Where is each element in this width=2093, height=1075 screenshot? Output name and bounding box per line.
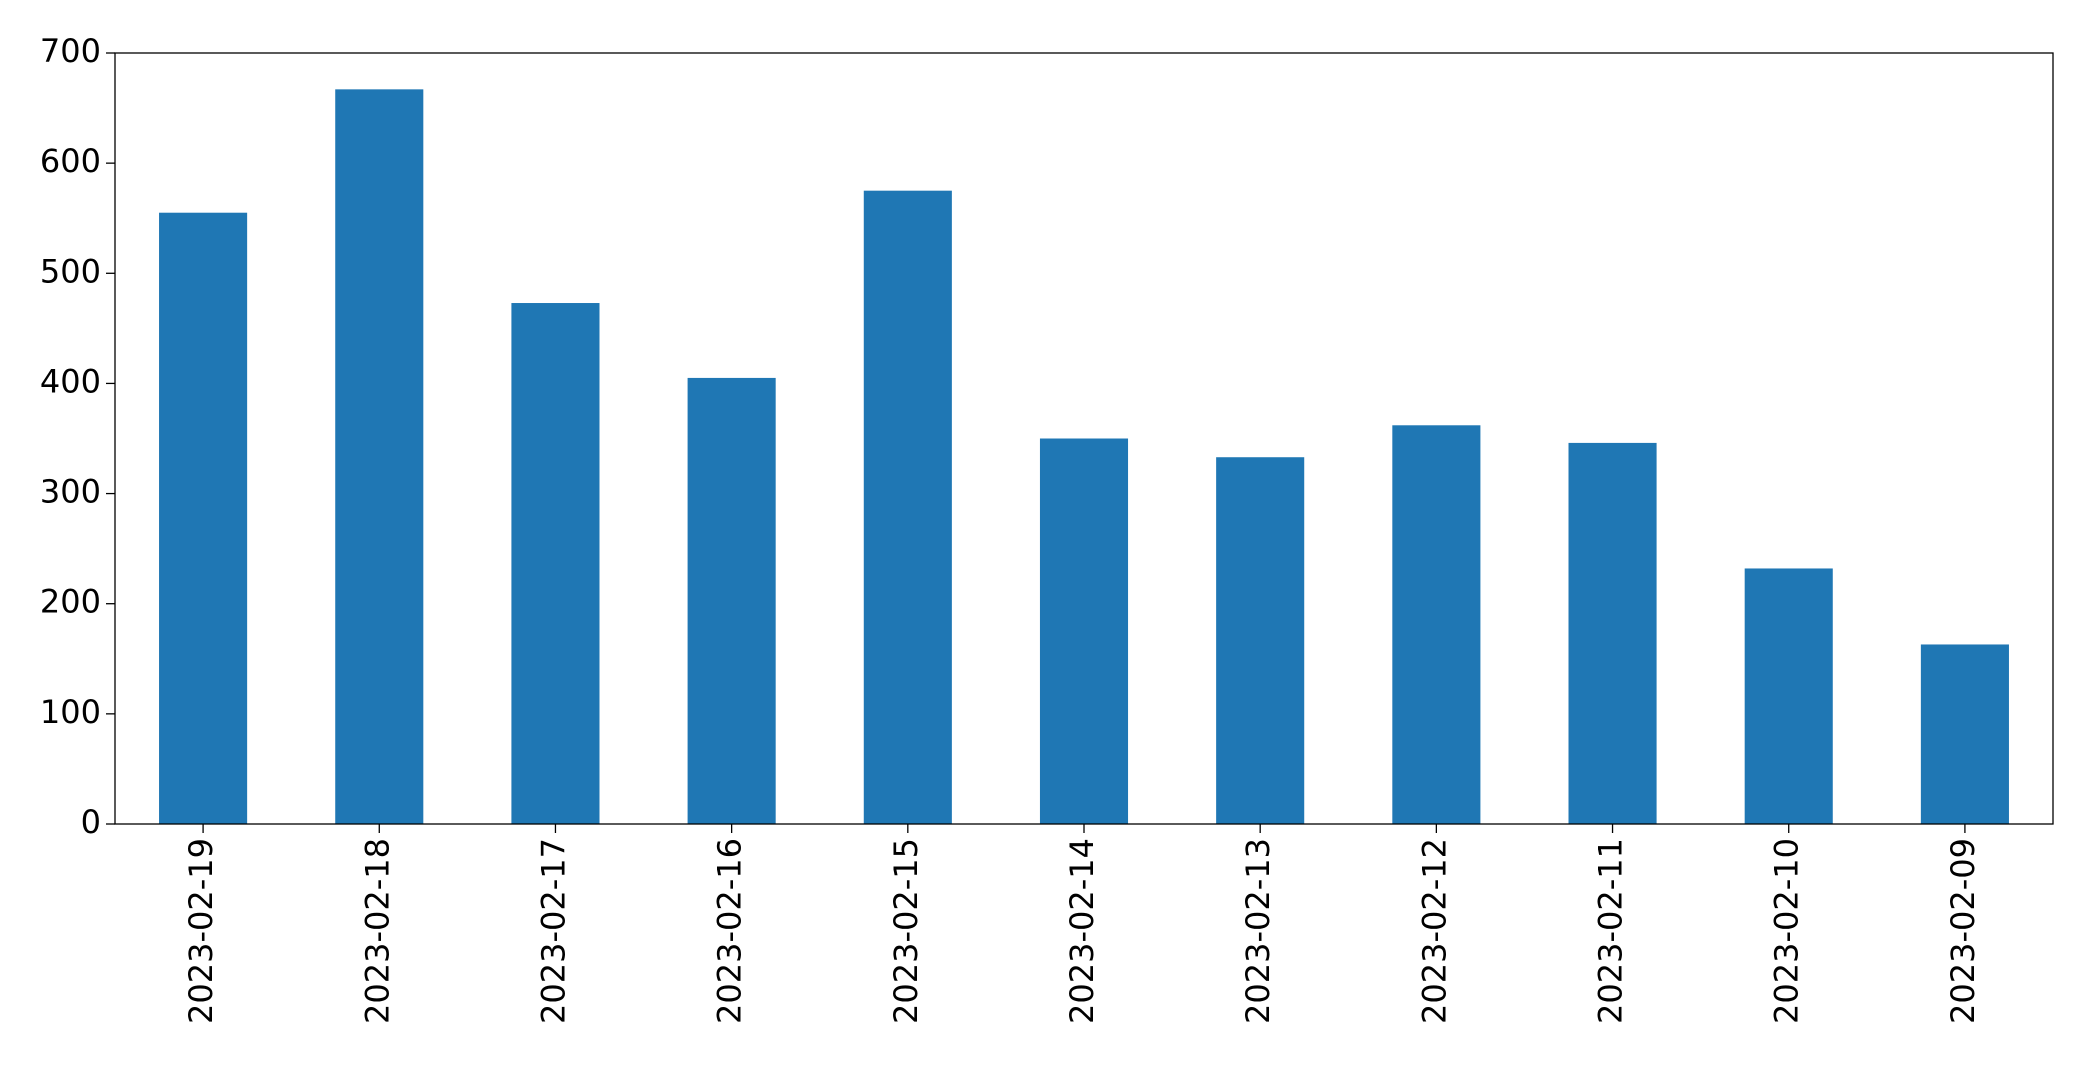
y-tick-label: 400 — [40, 362, 101, 400]
x-tick-label: 2023-02-15 — [887, 838, 925, 1024]
y-tick-label: 0 — [81, 803, 101, 841]
x-tick-label: 2023-02-17 — [534, 838, 572, 1024]
plot-frame — [114, 52, 2054, 825]
x-tick-label: 2023-02-16 — [711, 838, 749, 1024]
x-tick-label: 2023-02-09 — [1944, 838, 1982, 1024]
x-tick-label: 2023-02-11 — [1592, 838, 1630, 1024]
bar — [1920, 644, 2009, 824]
x-tick-label: 2023-02-12 — [1415, 838, 1453, 1024]
bar — [1744, 568, 1833, 824]
bar — [1568, 442, 1657, 824]
y-tick-label: 700 — [40, 32, 101, 70]
x-tick-label: 2023-02-13 — [1239, 838, 1277, 1024]
bar — [1216, 457, 1305, 824]
bar — [863, 190, 952, 824]
y-tick-label: 200 — [40, 583, 101, 621]
bar — [1392, 425, 1481, 824]
bar — [159, 212, 248, 824]
y-tick-label: 100 — [40, 693, 101, 731]
bar — [687, 377, 776, 824]
bar — [335, 89, 424, 824]
bar — [511, 303, 600, 824]
x-tick-label: 2023-02-10 — [1768, 838, 1806, 1024]
bar — [1039, 438, 1129, 824]
y-tick-label: 300 — [40, 473, 101, 511]
x-tick-label: 2023-02-14 — [1063, 838, 1101, 1024]
x-tick-label: 2023-02-19 — [182, 838, 220, 1024]
y-tick-label: 500 — [40, 252, 101, 290]
y-tick-label: 600 — [40, 142, 101, 180]
x-tick-label: 2023-02-18 — [358, 838, 396, 1024]
